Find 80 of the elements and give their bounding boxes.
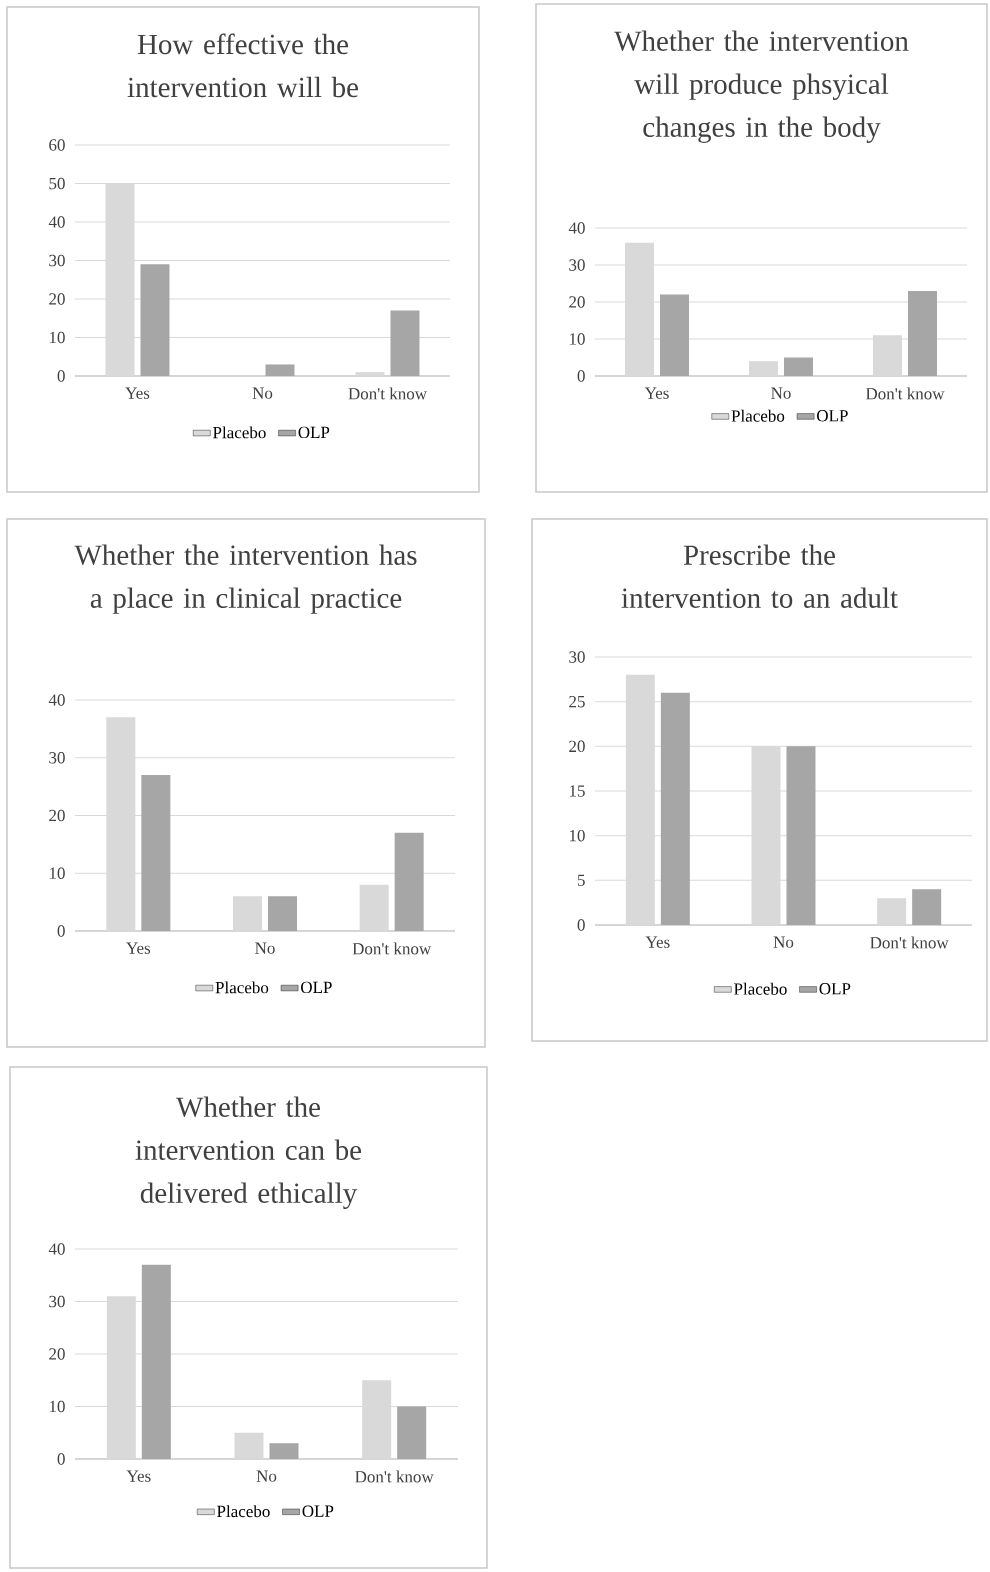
y-tick-label: 20 bbox=[49, 1348, 65, 1360]
y-tick-label: 40 bbox=[48, 216, 65, 228]
x-tick-label: No bbox=[252, 387, 273, 399]
chart-title: Prescribe the intervention to an adult bbox=[621, 544, 898, 608]
y-tick-label: 10 bbox=[569, 829, 585, 842]
x-tick-label: Don't know bbox=[348, 387, 427, 400]
x-tick-label: Yes bbox=[126, 942, 151, 954]
bar bbox=[390, 310, 420, 376]
x-tick-label: Yes bbox=[645, 936, 670, 948]
x-tick-label: Don't know bbox=[355, 1470, 434, 1483]
x-tick-label: Yes bbox=[644, 387, 669, 399]
chart-title: Whether the intervention has a place in clinical practice bbox=[74, 544, 417, 614]
bar bbox=[397, 1406, 427, 1459]
legend-label: OLP bbox=[819, 983, 851, 995]
y-tick-label: 10 bbox=[49, 331, 65, 344]
y-tick-label: 0 bbox=[577, 919, 585, 931]
x-tick-label: Yes bbox=[125, 387, 150, 399]
legend-label: Placebo bbox=[215, 981, 269, 994]
legend-label: OLP bbox=[817, 410, 848, 422]
y-tick-label: 30 bbox=[49, 254, 65, 267]
x-tick-label: No bbox=[771, 387, 791, 399]
x-tick-label: Don't know bbox=[352, 942, 432, 955]
legend-label: OLP bbox=[302, 1505, 334, 1517]
y-tick-label: 5 bbox=[577, 874, 585, 886]
chart-title: How effective the intervention will be bbox=[127, 33, 358, 98]
y-tick-label: 15 bbox=[569, 785, 585, 797]
y-tick-label: 20 bbox=[49, 293, 65, 305]
bar bbox=[140, 264, 170, 376]
legend-label: OLP bbox=[298, 426, 330, 439]
y-tick-label: 30 bbox=[49, 1295, 65, 1308]
chart-title: Whether the intervention can be delivered ethically bbox=[135, 1096, 362, 1209]
bar bbox=[234, 1432, 264, 1459]
bar bbox=[784, 357, 813, 376]
bar bbox=[355, 372, 385, 376]
y-tick-label: 0 bbox=[57, 370, 65, 382]
bar bbox=[265, 364, 295, 376]
chart-title: Whether the intervention will produce phsyical changes in the body bbox=[614, 30, 909, 143]
bar bbox=[394, 832, 424, 931]
x-tick-label: No bbox=[773, 936, 794, 948]
x-tick-label: Don't know bbox=[865, 387, 945, 400]
y-tick-label: 20 bbox=[569, 296, 585, 308]
y-tick-label: 40 bbox=[48, 1243, 65, 1255]
x-tick-label: No bbox=[255, 942, 275, 954]
bar bbox=[141, 775, 171, 931]
y-tick-label: 25 bbox=[569, 695, 585, 708]
y-tick-label: 50 bbox=[49, 177, 65, 190]
bar bbox=[269, 1443, 299, 1459]
y-tick-label: 10 bbox=[569, 333, 585, 345]
x-tick-label: Yes bbox=[126, 1470, 151, 1482]
legend-label: Placebo bbox=[217, 1505, 270, 1518]
y-tick-label: 30 bbox=[49, 752, 65, 764]
y-tick-label: 0 bbox=[577, 370, 585, 382]
y-tick-label: 40 bbox=[48, 694, 65, 706]
y-tick-label: 10 bbox=[49, 1400, 65, 1413]
y-tick-label: 30 bbox=[569, 651, 585, 663]
bar bbox=[786, 746, 816, 925]
bar bbox=[359, 884, 389, 931]
y-tick-label: 40 bbox=[568, 222, 585, 234]
bar bbox=[660, 294, 689, 376]
bar bbox=[268, 896, 297, 931]
bar bbox=[233, 896, 262, 931]
x-tick-label: Don't know bbox=[870, 936, 949, 949]
y-tick-label: 0 bbox=[57, 925, 65, 937]
legend-label: Placebo bbox=[734, 982, 787, 995]
x-tick-label: No bbox=[256, 1470, 277, 1482]
bar bbox=[141, 1264, 171, 1459]
legend-label: Placebo bbox=[213, 426, 266, 439]
y-tick-label: 0 bbox=[57, 1453, 65, 1465]
bar bbox=[877, 898, 907, 925]
legend-label: Placebo bbox=[731, 409, 785, 422]
y-tick-label: 60 bbox=[49, 139, 65, 151]
bar bbox=[908, 290, 937, 376]
bar bbox=[749, 361, 778, 376]
y-tick-label: 10 bbox=[49, 867, 65, 879]
bar bbox=[660, 692, 690, 925]
y-tick-label: 20 bbox=[49, 809, 65, 822]
legend-label: OLP bbox=[301, 981, 332, 994]
y-tick-label: 30 bbox=[569, 259, 585, 271]
y-tick-label: 20 bbox=[569, 740, 585, 753]
bar bbox=[912, 889, 942, 925]
